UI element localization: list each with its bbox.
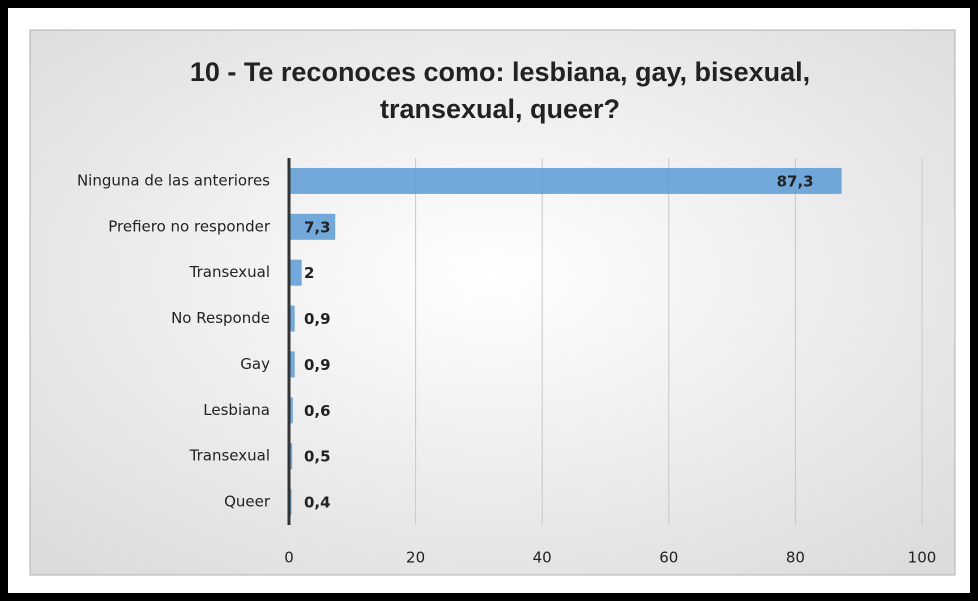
data-label: 87,3: [777, 172, 814, 190]
chart-title: transexual, queer?: [380, 94, 620, 124]
bar: [289, 305, 295, 332]
y-tick-label: Lesbiana: [203, 401, 270, 419]
y-tick-label: Prefiero no responder: [108, 217, 271, 235]
data-label: 7,3: [304, 218, 331, 236]
x-tick-label: 20: [406, 549, 425, 567]
x-tick-label: 60: [659, 549, 678, 567]
x-tick-label: 0: [284, 549, 294, 567]
bar: [289, 443, 293, 470]
bar: [289, 259, 302, 286]
chart-panel: [29, 29, 956, 576]
bar: [289, 213, 336, 240]
y-tick-label: Gay: [240, 355, 270, 373]
x-tick-label: 80: [786, 549, 805, 567]
data-label: 0,4: [304, 494, 331, 512]
bar: [289, 351, 295, 378]
y-tick-label: Transexual: [189, 447, 270, 465]
bar: [289, 397, 293, 424]
chart-title: 10 - Te reconoces como: lesbiana, gay, b…: [190, 57, 810, 87]
x-tick-label: 40: [533, 549, 552, 567]
data-label: 0,9: [304, 356, 331, 374]
y-tick-label: No Responde: [171, 309, 270, 327]
y-tick-label: Transexual: [189, 263, 270, 281]
y-tick-label: Queer: [224, 493, 271, 511]
data-label: 0,9: [304, 310, 331, 328]
data-label: 2: [304, 264, 314, 282]
data-label: 0,5: [304, 448, 331, 466]
x-tick-label: 100: [908, 549, 937, 567]
bar: [289, 167, 842, 194]
y-tick-label: Ninguna de las anteriores: [77, 171, 270, 189]
data-label: 0,6: [304, 402, 331, 420]
